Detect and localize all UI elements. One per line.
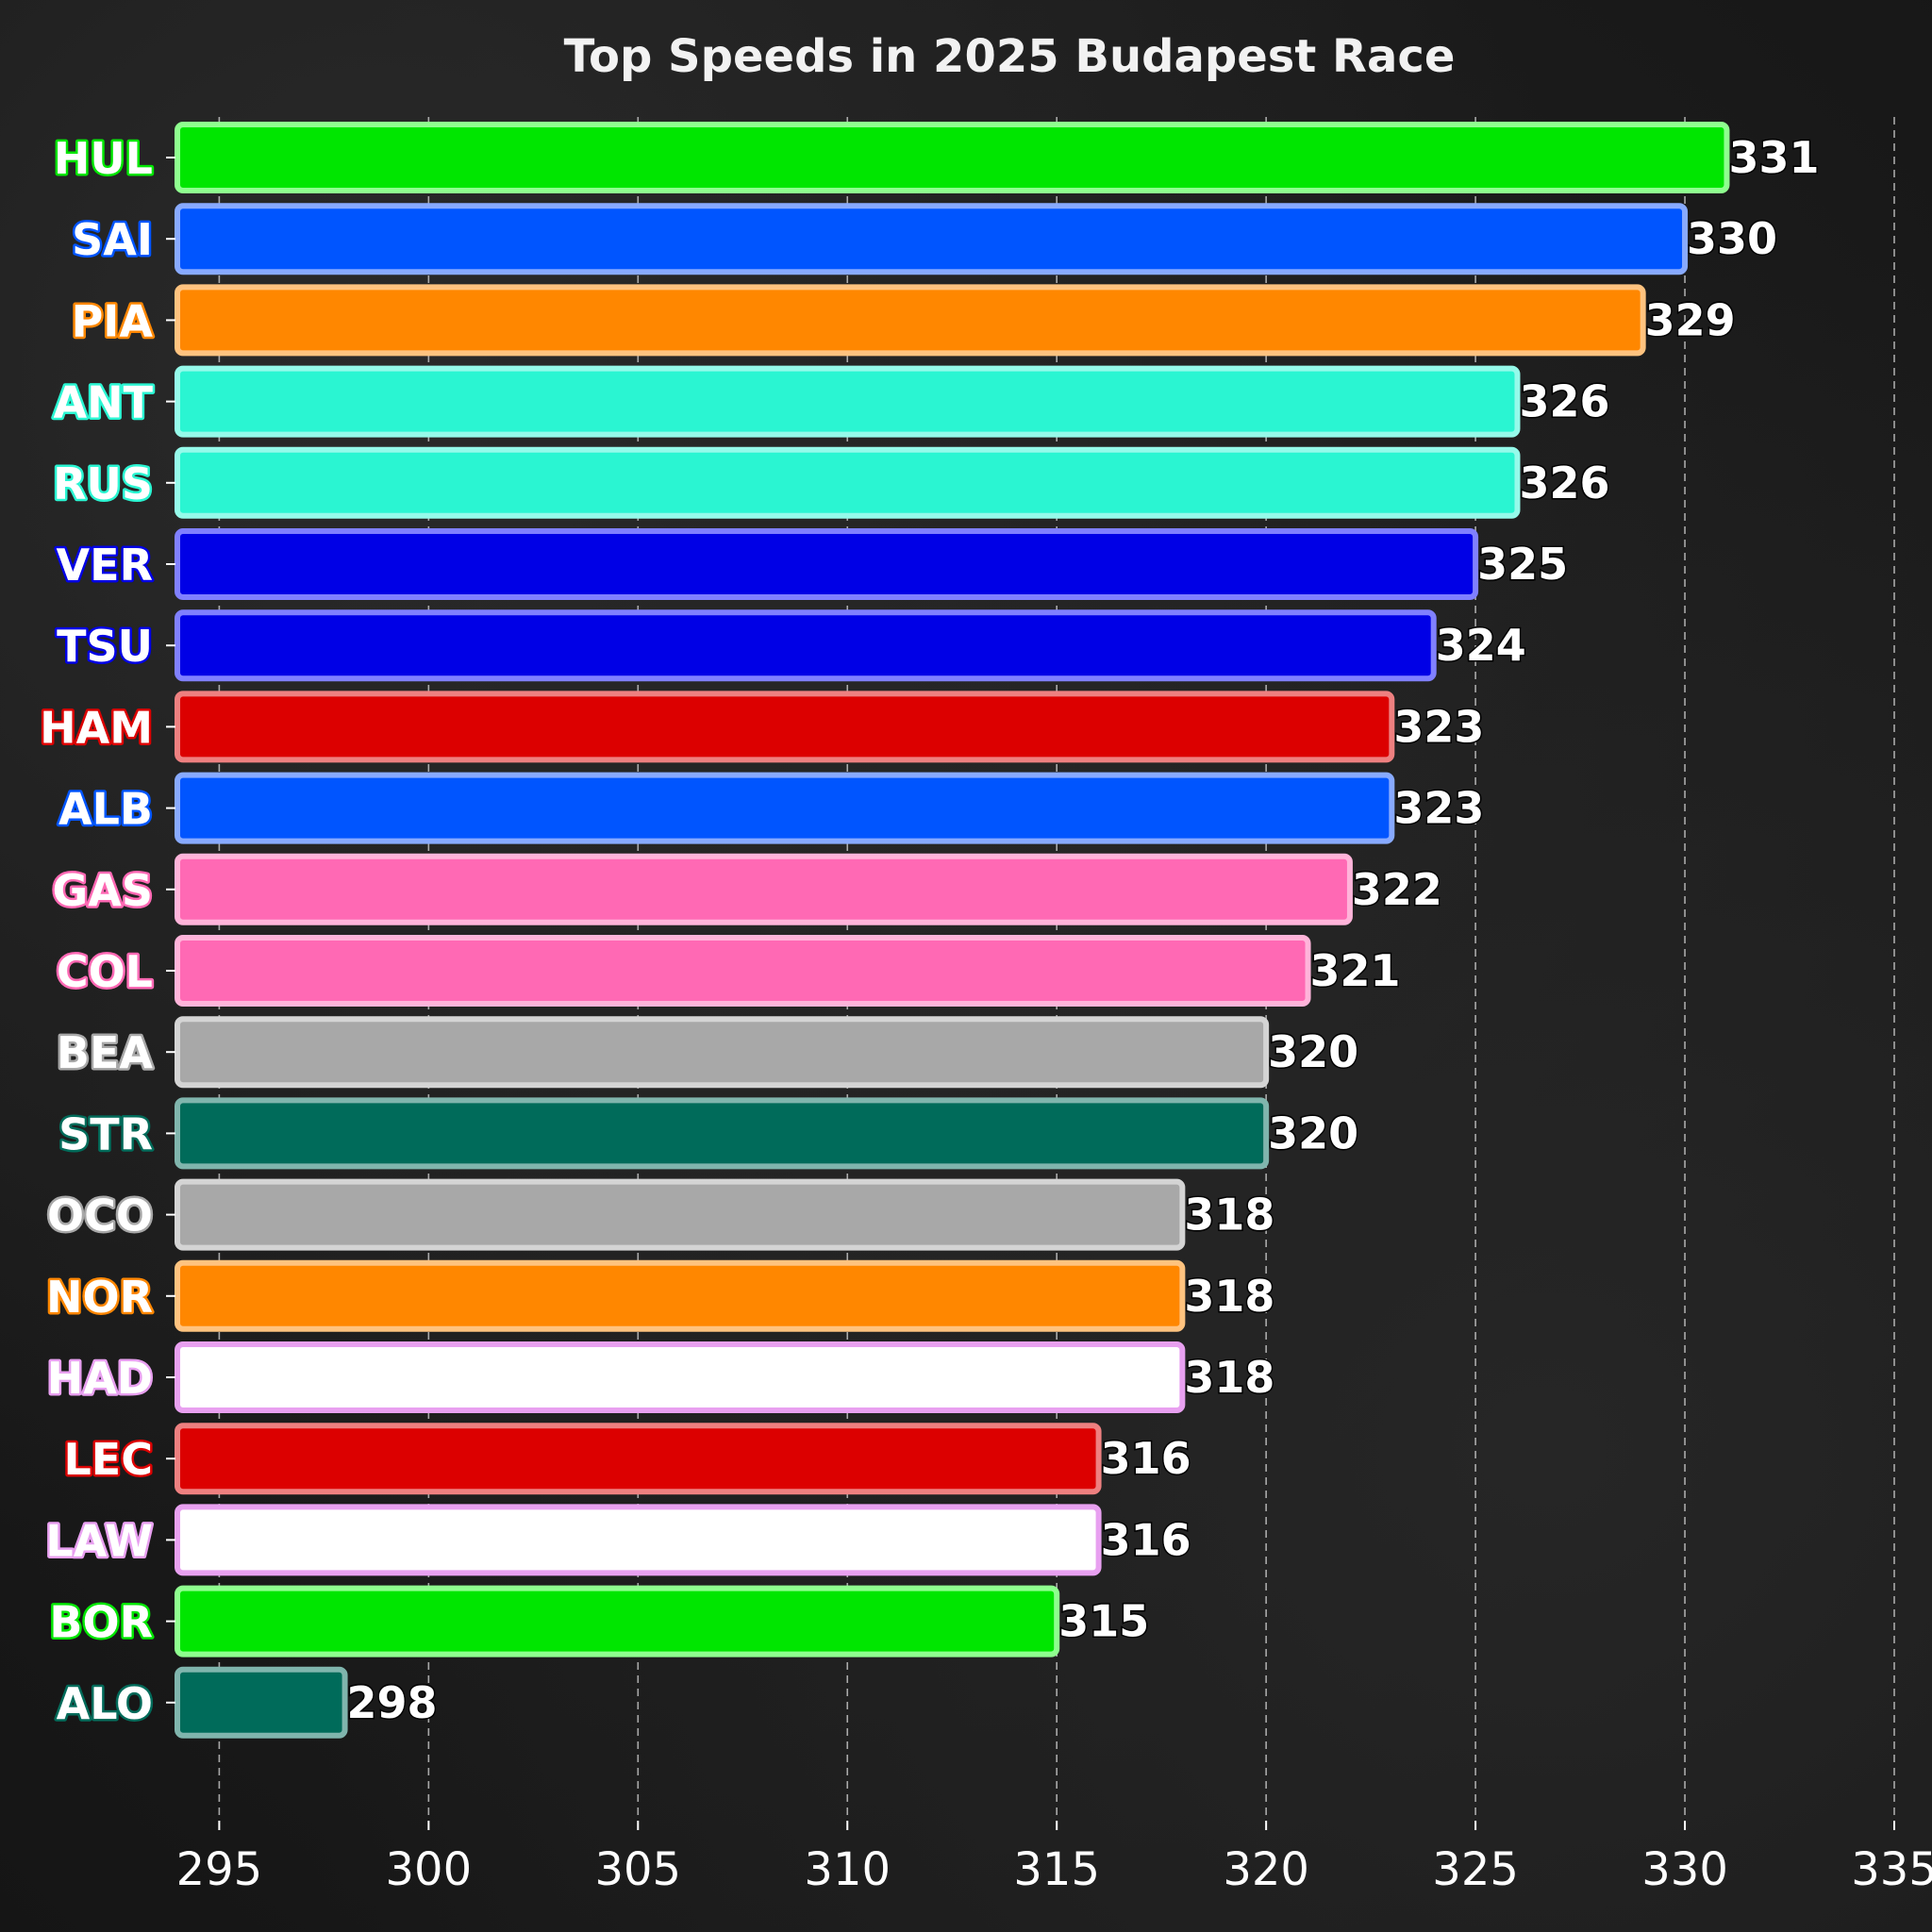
tick-label-330: 330 <box>1641 1843 1728 1896</box>
bar-ver <box>175 528 1479 600</box>
value-label-ant: 326 <box>1519 376 1609 427</box>
category-label-alo: ALO <box>57 1678 153 1729</box>
category-label-bor: BOR <box>49 1597 153 1648</box>
bar-alo <box>175 1666 348 1739</box>
bars <box>175 122 1730 1739</box>
category-label-str: STR <box>58 1108 153 1159</box>
value-label-nor: 318 <box>1184 1271 1274 1322</box>
chart-title: Top Speeds in 2025 Budapest Race <box>564 30 1456 83</box>
x-axis-ticks: 295 300 305 310 315 320 325 330 335 <box>176 1821 1932 1896</box>
bar-pia <box>175 284 1646 357</box>
category-label-had: HAD <box>47 1353 153 1404</box>
tick-label-305: 305 <box>594 1843 681 1896</box>
category-label-lec: LEC <box>64 1434 154 1485</box>
category-label-ant: ANT <box>54 377 154 428</box>
value-label-oco: 318 <box>1184 1190 1274 1241</box>
value-label-alb: 323 <box>1393 783 1484 834</box>
value-label-col: 321 <box>1310 945 1401 996</box>
value-label-str: 320 <box>1268 1108 1358 1158</box>
value-label-ver: 325 <box>1477 539 1568 590</box>
category-label-sai: SAI <box>72 214 153 265</box>
value-label-lec: 316 <box>1101 1433 1191 1484</box>
value-label-had: 318 <box>1184 1352 1274 1403</box>
bar-sai <box>175 203 1689 275</box>
bar-tsu <box>175 609 1437 682</box>
bar-lec <box>175 1423 1102 1495</box>
bar-ham <box>175 691 1395 763</box>
category-label-ham: HAM <box>40 702 153 753</box>
bar-col <box>175 935 1311 1007</box>
category-label-alb: ALB <box>58 784 153 835</box>
tick-label-310: 310 <box>804 1843 891 1896</box>
bar-had <box>175 1341 1186 1413</box>
category-label-rus: RUS <box>53 458 153 509</box>
category-label-ver: VER <box>57 540 153 591</box>
value-label-gas: 322 <box>1352 864 1442 915</box>
bar-rus <box>175 446 1521 519</box>
value-label-law: 316 <box>1101 1514 1191 1565</box>
value-labels: 331 330 329 326 326 325 324 323 323 322 321 320 320 3… <box>345 131 1821 1730</box>
tick-label-335: 335 <box>1851 1843 1932 1896</box>
bar-oco <box>175 1178 1186 1251</box>
value-label-bea: 320 <box>1268 1026 1358 1077</box>
category-label-law: LAW <box>45 1515 153 1566</box>
tick-label-295: 295 <box>176 1843 263 1896</box>
value-label-tsu: 324 <box>1436 620 1526 671</box>
bar-gas <box>175 853 1353 925</box>
value-label-bor: 315 <box>1058 1596 1149 1647</box>
category-label-oco: OCO <box>47 1191 153 1241</box>
tick-label-325: 325 <box>1432 1843 1519 1896</box>
tick-label-300: 300 <box>386 1843 473 1896</box>
bar-hul <box>175 122 1730 193</box>
value-label-rus: 326 <box>1519 458 1609 508</box>
bar-nor <box>175 1259 1186 1332</box>
value-label-hul: 331 <box>1728 132 1819 183</box>
bar-bor <box>175 1585 1060 1657</box>
category-label-col: COL <box>57 946 153 997</box>
category-label-nor: NOR <box>46 1272 153 1323</box>
category-label-tsu: TSU <box>57 621 153 672</box>
category-label-bea: BEA <box>57 1027 153 1078</box>
bar-ant <box>175 365 1521 438</box>
tick-label-315: 315 <box>1013 1843 1100 1896</box>
bar-str <box>175 1097 1270 1170</box>
value-label-alo: 298 <box>347 1677 438 1728</box>
tick-label-320: 320 <box>1223 1843 1309 1896</box>
value-label-ham: 323 <box>1393 701 1484 752</box>
value-label-sai: 330 <box>1687 213 1777 264</box>
bar-alb <box>175 772 1395 844</box>
category-labels: HUL SAI PIA ANT RUS VER TSU HAM ALB GAS COL BEA STR O… <box>38 131 175 1731</box>
category-label-pia: PIA <box>72 295 154 346</box>
category-label-hul: HUL <box>54 133 153 184</box>
bar-law <box>175 1504 1102 1576</box>
bar-bea <box>175 1016 1270 1089</box>
value-label-pia: 329 <box>1645 294 1736 345</box>
category-label-gas: GAS <box>53 865 154 916</box>
